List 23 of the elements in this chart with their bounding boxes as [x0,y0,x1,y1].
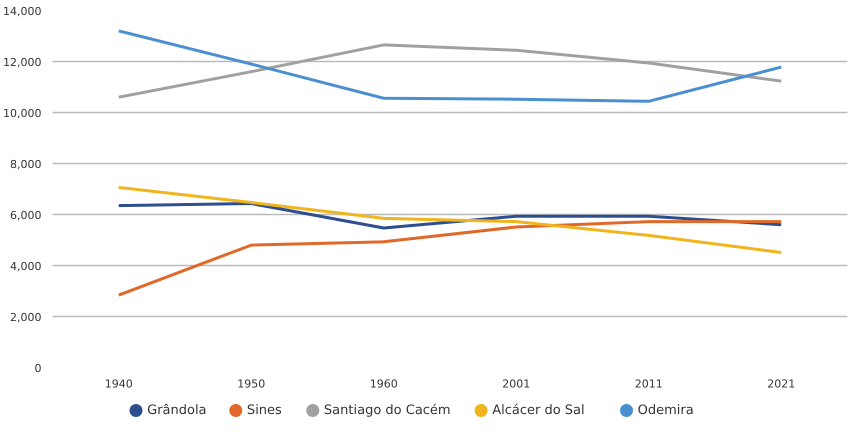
x-tick-label: 1950 [237,378,266,390]
x-tick-label: 2001 [502,378,530,390]
y-tick-label: 10,000 [3,107,42,120]
y-tick-label: 14,000 [3,5,42,18]
legend-label: Santiago do Cacém [324,403,451,418]
legend-label: Alcácer do Sal [492,403,585,418]
x-tick-label: 2021 [767,378,796,390]
y-tick-label: 4,000 [10,260,42,273]
y-tick-label: 8,000 [10,158,42,171]
line-series [117,220,783,297]
y-tick-label: 0 [34,362,42,375]
legend-label: Sines [246,403,282,418]
line-series [117,29,783,103]
y-tick-label: 2,000 [10,311,42,324]
line-series [117,43,783,99]
y-tick-label: 6,000 [10,209,42,222]
legend-label: Odemira [638,403,694,418]
y-tick-label: 12,000 [3,56,42,69]
line-series [117,186,783,254]
x-tick-label: 1940 [104,378,133,390]
x-tick-label: 1960 [370,378,398,390]
legend-label: Grândola [147,403,207,418]
x-tick-label: 2011 [634,378,663,390]
